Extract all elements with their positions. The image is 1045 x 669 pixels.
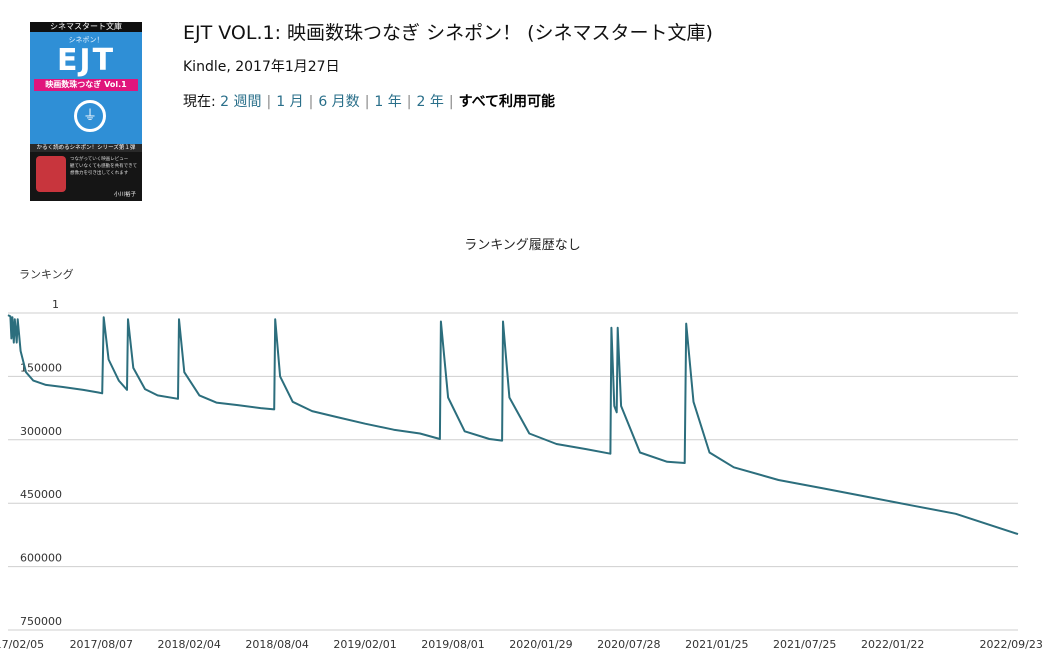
cover-blurb-line: 観ていなくても感動を共有できて xyxy=(70,164,138,169)
y-axis-title: ランキング xyxy=(19,268,74,281)
x-tick-label: 2021/07/25 xyxy=(773,638,836,651)
range-separator: | xyxy=(448,94,454,110)
y-tick-label: 600000 xyxy=(20,552,62,565)
cover-author: 小川裕子 xyxy=(113,192,136,198)
y-tick-label: 750000 xyxy=(20,615,62,628)
range-6-months[interactable]: 6 月数 xyxy=(318,94,360,110)
x-tick-label: 2020/07/28 xyxy=(597,638,660,651)
book-title[interactable]: EJT VOL.1: 映画数珠つなぎ シネポン！ (シネマスタート文庫) xyxy=(183,22,713,44)
series-group xyxy=(7,314,1019,536)
cover-series-label: シネマスタート文庫 xyxy=(30,22,142,32)
ranking-series-line xyxy=(7,314,1019,536)
x-tick-label: 2022/01/22 xyxy=(861,638,924,651)
range-separator: | xyxy=(364,94,370,110)
plug-icon: ⏚ xyxy=(74,100,106,132)
x-tick-label: 2018/08/04 xyxy=(245,638,308,651)
cover-sub-label: シネポン！ xyxy=(68,36,104,44)
x-tick-label: 2017/02/05 xyxy=(0,638,44,651)
x-tick-label: 2019/08/01 xyxy=(421,638,484,651)
author-photo xyxy=(36,156,66,192)
grid-lines xyxy=(8,312,1018,631)
cover-blurb: つながっていく映画レビュー 観ていなくても感動を共有できて 想像力を引き出してく… xyxy=(70,156,140,177)
chart-title: ランキング履歴なし xyxy=(464,238,581,253)
cover-band: 映画数珠つなぎ Vol.1 xyxy=(34,79,138,91)
cover-blurb-line: 想像力を引き出してくれます xyxy=(70,171,129,176)
range-1-month[interactable]: 1 月 xyxy=(276,94,304,110)
y-tick-label: 1 xyxy=(52,298,59,311)
cover-tagline: かるく読めるシネポン！シリーズ第１弾 xyxy=(30,144,142,152)
range-separator: | xyxy=(406,94,412,110)
x-tick-label: 2020/01/29 xyxy=(509,638,572,651)
book-format-date: Kindle, 2017年1月27日 xyxy=(183,59,340,75)
cover-logo: EJT xyxy=(56,43,116,78)
x-tick-label: 2019/02/01 xyxy=(333,638,396,651)
x-tick-labels: 2017/02/05 2017/08/07 2018/02/04 2018/08/04… xyxy=(0,638,1043,651)
x-tick-label: 2017/08/07 xyxy=(70,638,133,651)
range-selector: 現在: 2 週間 | 1 月 | 6 月数 | 1 年 | 2 年 | すべて利用可能 xyxy=(183,92,555,112)
cover-bottom: かるく読めるシネポン！シリーズ第１弾 つながっていく映画レビュー 観ていなくても… xyxy=(30,144,142,201)
x-tick-label: 2018/02/04 xyxy=(158,638,221,651)
x-tick-label: 2022/09/23 xyxy=(979,638,1042,651)
y-tick-labels: 1 150000 300000 450000 600000 750000 xyxy=(20,298,62,628)
range-label: 現在: xyxy=(183,94,216,110)
range-2-weeks[interactable]: 2 週間 xyxy=(220,94,262,110)
y-tick-label: 300000 xyxy=(20,425,62,438)
range-separator: | xyxy=(308,94,314,110)
x-tick-label: 2021/01/25 xyxy=(685,638,748,651)
book-cover[interactable]: シネマスタート文庫 シネポン！ EJT 映画数珠つなぎ Vol.1 ⏚ かるく読… xyxy=(30,22,142,201)
range-separator: | xyxy=(266,94,272,110)
range-1-year[interactable]: 1 年 xyxy=(374,94,402,110)
range-2-years[interactable]: 2 年 xyxy=(416,94,444,110)
range-all-current: すべて利用可能 xyxy=(458,94,556,110)
y-tick-label: 450000 xyxy=(20,488,62,501)
cover-blurb-line: つながっていく映画レビュー xyxy=(70,157,129,162)
y-tick-label: 150000 xyxy=(20,361,62,374)
